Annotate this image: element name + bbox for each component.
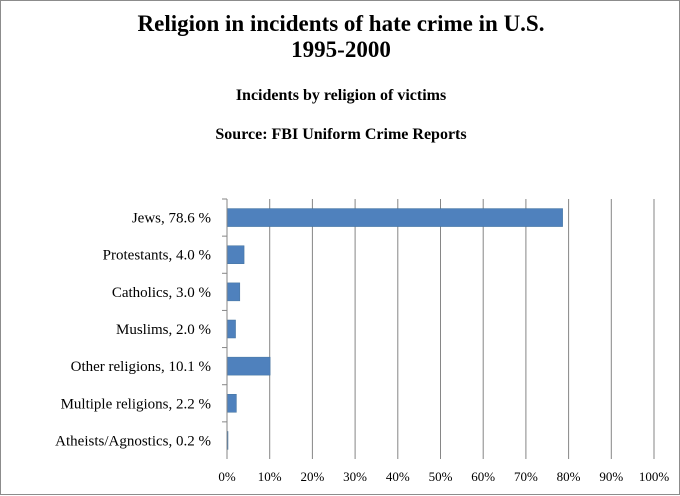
x-axis-ticks: 0% 10% 20% 30% 40% 50% 60% 70% 80% 90% 100% <box>218 469 669 484</box>
x-tick-label: 70% <box>514 469 538 484</box>
category-label: Muslims, 2.0 % <box>116 322 211 338</box>
x-tick-label: 80% <box>557 469 581 484</box>
x-tick-label: 90% <box>599 469 623 484</box>
x-tick-label: 40% <box>386 469 410 484</box>
bar-4 <box>226 356 271 376</box>
category-label: Catholics, 3.0 % <box>112 285 211 301</box>
chart-title-line2: 1995-2000 <box>291 37 391 62</box>
chart-title: Religion in incidents of hate crime in U… <box>138 11 545 36</box>
category-label: Multiple religions, 2.2 % <box>61 396 211 412</box>
bar-5 <box>226 394 237 413</box>
chart-subtitle: Incidents by religion of victims <box>236 87 446 104</box>
category-label: Jews, 78.6 % <box>132 211 211 227</box>
category-label: Protestants, 4.0 % <box>103 248 211 264</box>
x-tick-label: 50% <box>429 469 453 484</box>
x-tick-label: 30% <box>343 469 367 484</box>
category-label: Other religions, 10.1 % <box>71 359 211 375</box>
category-labels: Jews, 78.6 % Protestants, 4.0 % Catholics,… <box>55 198 227 449</box>
x-tick-label: 60% <box>471 469 495 484</box>
bar-2 <box>226 282 241 302</box>
gridlines <box>269 199 655 459</box>
x-tick-label: 100% <box>639 469 670 484</box>
bar-3 <box>226 319 236 339</box>
bar-0 <box>226 208 563 227</box>
x-tick-label: 10% <box>258 469 282 484</box>
bar-1 <box>226 245 245 264</box>
x-tick-label: 0% <box>218 469 236 484</box>
bars <box>226 208 563 450</box>
category-label: Atheists/Agnostics, 0.2 % <box>55 433 211 449</box>
chart-source: Source: FBI Uniform Crime Reports <box>215 126 466 143</box>
x-tick-label: 20% <box>300 469 324 484</box>
